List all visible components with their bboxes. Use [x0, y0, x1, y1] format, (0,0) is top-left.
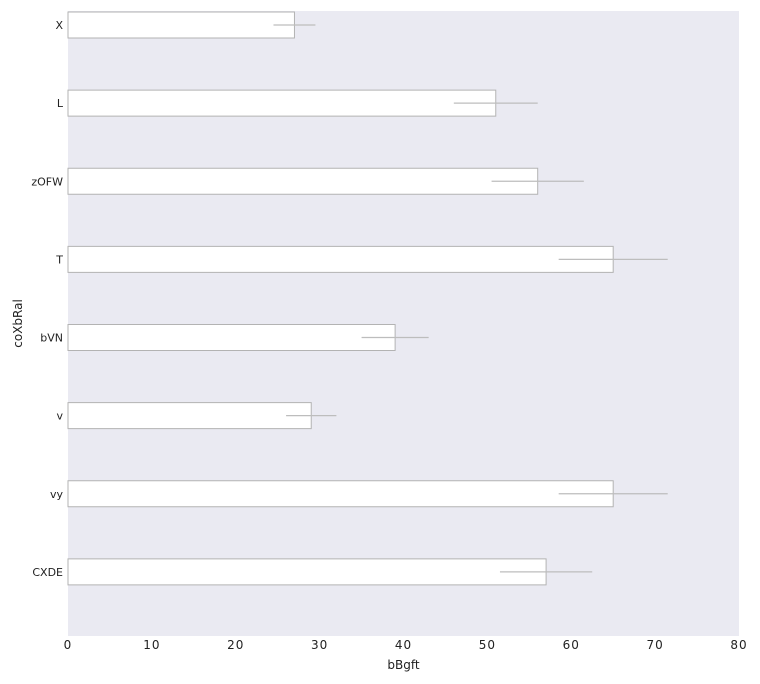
- bar-v: [67, 402, 312, 430]
- y-tick-label: CXDE: [32, 566, 63, 579]
- bar-bVN: [67, 324, 396, 351]
- y-tick-label: X: [55, 19, 63, 32]
- bar-vy: [67, 480, 614, 508]
- y-tick-label: T: [55, 253, 63, 266]
- x-tick-label: 10: [143, 638, 160, 652]
- y-tick-label: vy: [50, 488, 64, 501]
- bar-L: [67, 89, 497, 117]
- x-tick-label: 80: [730, 638, 747, 652]
- y-tick-label: bVN: [40, 332, 63, 345]
- x-tick-label: 0: [64, 638, 73, 652]
- x-tick-label: 60: [563, 638, 580, 652]
- bars-group: [67, 11, 614, 586]
- y-tick-label: L: [57, 97, 64, 110]
- x-tick-labels: 0 10 20 30 40 50 60 70 80: [64, 638, 747, 652]
- y-tick-label: v: [56, 410, 63, 423]
- y-tick-label: zOFW: [31, 175, 63, 188]
- bar-X: [67, 11, 295, 39]
- x-tick-label: 40: [395, 638, 412, 652]
- y-axis-label: coXbRal: [11, 299, 25, 348]
- x-tick-label: 70: [646, 638, 663, 652]
- bar-T: [67, 245, 614, 273]
- x-tick-label: 20: [227, 638, 244, 652]
- x-axis-label: bBgft: [387, 658, 419, 672]
- error-bars-group: [273, 24, 668, 573]
- bar-zOFW: [67, 167, 539, 195]
- x-tick-label: 30: [311, 638, 328, 652]
- x-tick-label: 50: [479, 638, 496, 652]
- bar-CXDE: [67, 558, 547, 586]
